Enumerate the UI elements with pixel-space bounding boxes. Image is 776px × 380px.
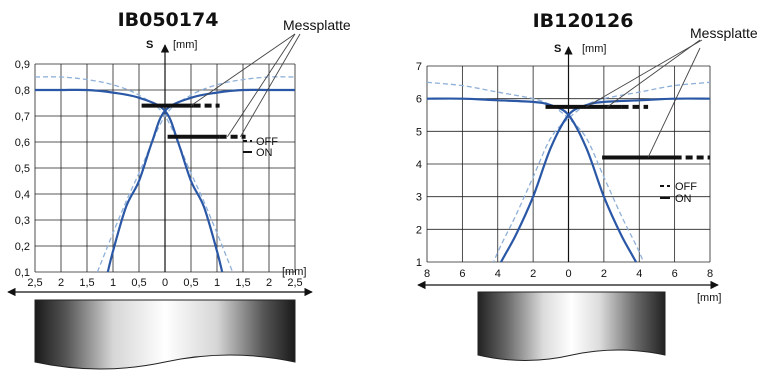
y-tick-label: 2	[416, 224, 422, 236]
y-tick-label: 0,1	[15, 267, 30, 279]
y-axis-unit: [mm]	[173, 39, 197, 51]
y-axis-label-group: S [mm]	[554, 43, 606, 55]
target-object	[477, 291, 666, 361]
off-curve	[35, 76, 234, 272]
x-axis-unit: [mm]	[697, 292, 721, 304]
x-tick-label: 2	[601, 268, 607, 280]
legend-off-label: OFF	[675, 181, 697, 193]
x-tick-label: 0	[162, 277, 168, 289]
x-tick-label: 6	[672, 268, 678, 280]
legend-on-label: ON	[675, 193, 692, 205]
legend-on-label: ON	[256, 147, 273, 159]
x-tick-label: 0,5	[131, 277, 146, 289]
on-curve	[499, 97, 710, 262]
on-curve	[106, 88, 295, 272]
legend: OFF ON	[660, 181, 697, 205]
x-tick-label: 1	[214, 277, 220, 289]
y-tick-label: 0,8	[15, 85, 30, 97]
messplatte-leader-line	[227, 33, 296, 138]
x-tick-label: 0	[565, 268, 571, 280]
y-tick-label: 5	[416, 126, 422, 138]
messplatte-label: Messplatte	[283, 17, 351, 33]
x-tick-label: 8	[424, 268, 430, 280]
y-tick-label: 0,6	[15, 137, 30, 149]
chart-title: IB120126	[533, 10, 634, 32]
y-tick-label: 0,9	[15, 59, 30, 71]
x-tick-label: 0,5	[183, 277, 198, 289]
x-tick-label: 6	[459, 268, 465, 280]
off-curve	[427, 81, 645, 262]
x-tick-label: 4	[636, 268, 642, 280]
y-tick-label: 0,4	[15, 189, 30, 201]
off-curve	[492, 81, 710, 262]
y-tick-label: 6	[416, 94, 422, 106]
messplatte-label: Messplatte	[690, 25, 758, 41]
y-axis-unit: [mm]	[582, 43, 606, 55]
x-tick-label: 1	[110, 277, 116, 289]
legend-off-label: OFF	[256, 136, 278, 148]
y-tick-label: 0,7	[15, 111, 30, 123]
target-object	[34, 299, 296, 370]
x-tick-label: 2	[58, 277, 64, 289]
y-tick-label: 0,3	[15, 215, 30, 227]
messplatte-leader-line	[240, 33, 301, 138]
y-tick-label: 0,2	[15, 241, 30, 253]
x-tick-label: 2	[266, 277, 272, 289]
y-tick-label: 3	[416, 192, 422, 204]
messplatte-leader-line	[647, 47, 701, 158]
y-tick-label: 0,5	[15, 163, 30, 175]
messplatte-leader-line	[190, 33, 296, 106]
y-axis-label: S	[554, 43, 561, 55]
legend: OFF ON	[243, 136, 278, 159]
chart-ib120126: IB120126 Messplatte S [mm] [mm] 8 6 4 2 0 2 4 6…	[416, 10, 758, 361]
x-tick-label: 8	[707, 268, 713, 280]
messplatte-leader-line	[607, 39, 701, 108]
y-tick-label: 4	[416, 159, 422, 171]
chart-ib050174: IB050174 Messplatte S [mm] [mm] 2,5 2 1,5 1…	[7, 9, 351, 370]
off-curve	[96, 76, 295, 272]
x-tick-label: 2	[530, 268, 536, 280]
x-tick-label: 1,5	[235, 277, 250, 289]
y-tick-label: 7	[416, 61, 422, 73]
x-tick-label: 4	[495, 268, 501, 280]
y-axis-label: S	[146, 39, 153, 51]
y-tick-label: 1	[416, 257, 422, 269]
x-tick-label: 1,5	[79, 277, 94, 289]
x-tick-label: 2,5	[287, 277, 302, 289]
messplatte-leader-line	[585, 39, 703, 108]
y-axis-label-group: S [mm]	[146, 39, 197, 51]
chart-title: IB050174	[118, 9, 219, 31]
x-tick-label: 2,5	[27, 277, 42, 289]
